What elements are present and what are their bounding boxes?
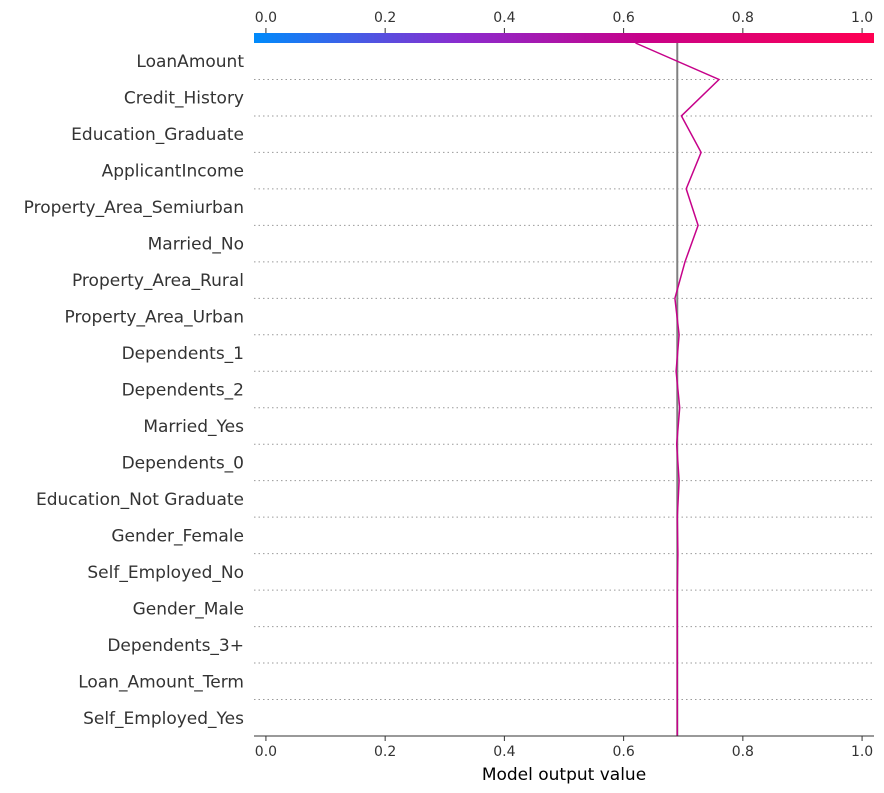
x-tick-label: 0.8 [732,744,754,760]
colorbar-tick-label: 0.8 [732,10,754,26]
colorbar-tick-label: 0.0 [255,10,277,26]
feature-label: Loan_Amount_Term [78,672,244,692]
feature-label: ApplicantIncome [102,162,244,182]
feature-label: Self_Employed_No [87,563,244,583]
x-axis-label: Model output value [482,765,646,785]
x-tick-label: 1.0 [851,744,873,760]
feature-label: Property_Area_Semiurban [24,198,244,218]
feature-label: Gender_Male [133,599,244,619]
colorbar-tick-label: 0.2 [374,10,396,26]
feature-gridlines [254,78,874,737]
x-axis-ticks: 0.0 0.2 0.4 0.6 0.8 1.0 [255,736,873,760]
feature-label: Education_Not Graduate [36,490,244,510]
colorbar-tick-label: 0.4 [493,10,515,26]
feature-label: Credit_History [124,89,244,109]
feature-label: Dependents_0 [122,453,244,473]
feature-label: Gender_Female [111,526,244,546]
feature-label: Dependents_2 [122,381,244,401]
feature-label: Property_Area_Urban [65,308,244,328]
feature-label: Property_Area_Rural [72,271,244,291]
feature-label: Self_Employed_Yes [83,709,244,729]
colorbar [254,33,874,43]
feature-label: Married_No [148,235,244,255]
feature-label: Dependents_1 [122,344,244,364]
x-tick-label: 0.4 [493,744,515,760]
x-tick-label: 0.0 [255,744,277,760]
feature-label: LoanAmount [136,52,244,72]
prediction-path [635,42,721,736]
x-tick-label: 0.6 [612,744,634,760]
feature-label: Married_Yes [143,417,244,437]
feature-label: Dependents_3+ [107,636,244,656]
feature-labels: LoanAmount Credit_History Education_Gradua… [24,52,245,729]
colorbar-ticks: 0.0 0.2 0.4 0.6 0.8 1.0 [255,10,873,33]
feature-label: Education_Graduate [71,125,244,145]
x-tick-label: 0.2 [374,744,396,760]
colorbar-tick-label: 0.6 [612,10,634,26]
colorbar-tick-label: 1.0 [851,10,873,26]
